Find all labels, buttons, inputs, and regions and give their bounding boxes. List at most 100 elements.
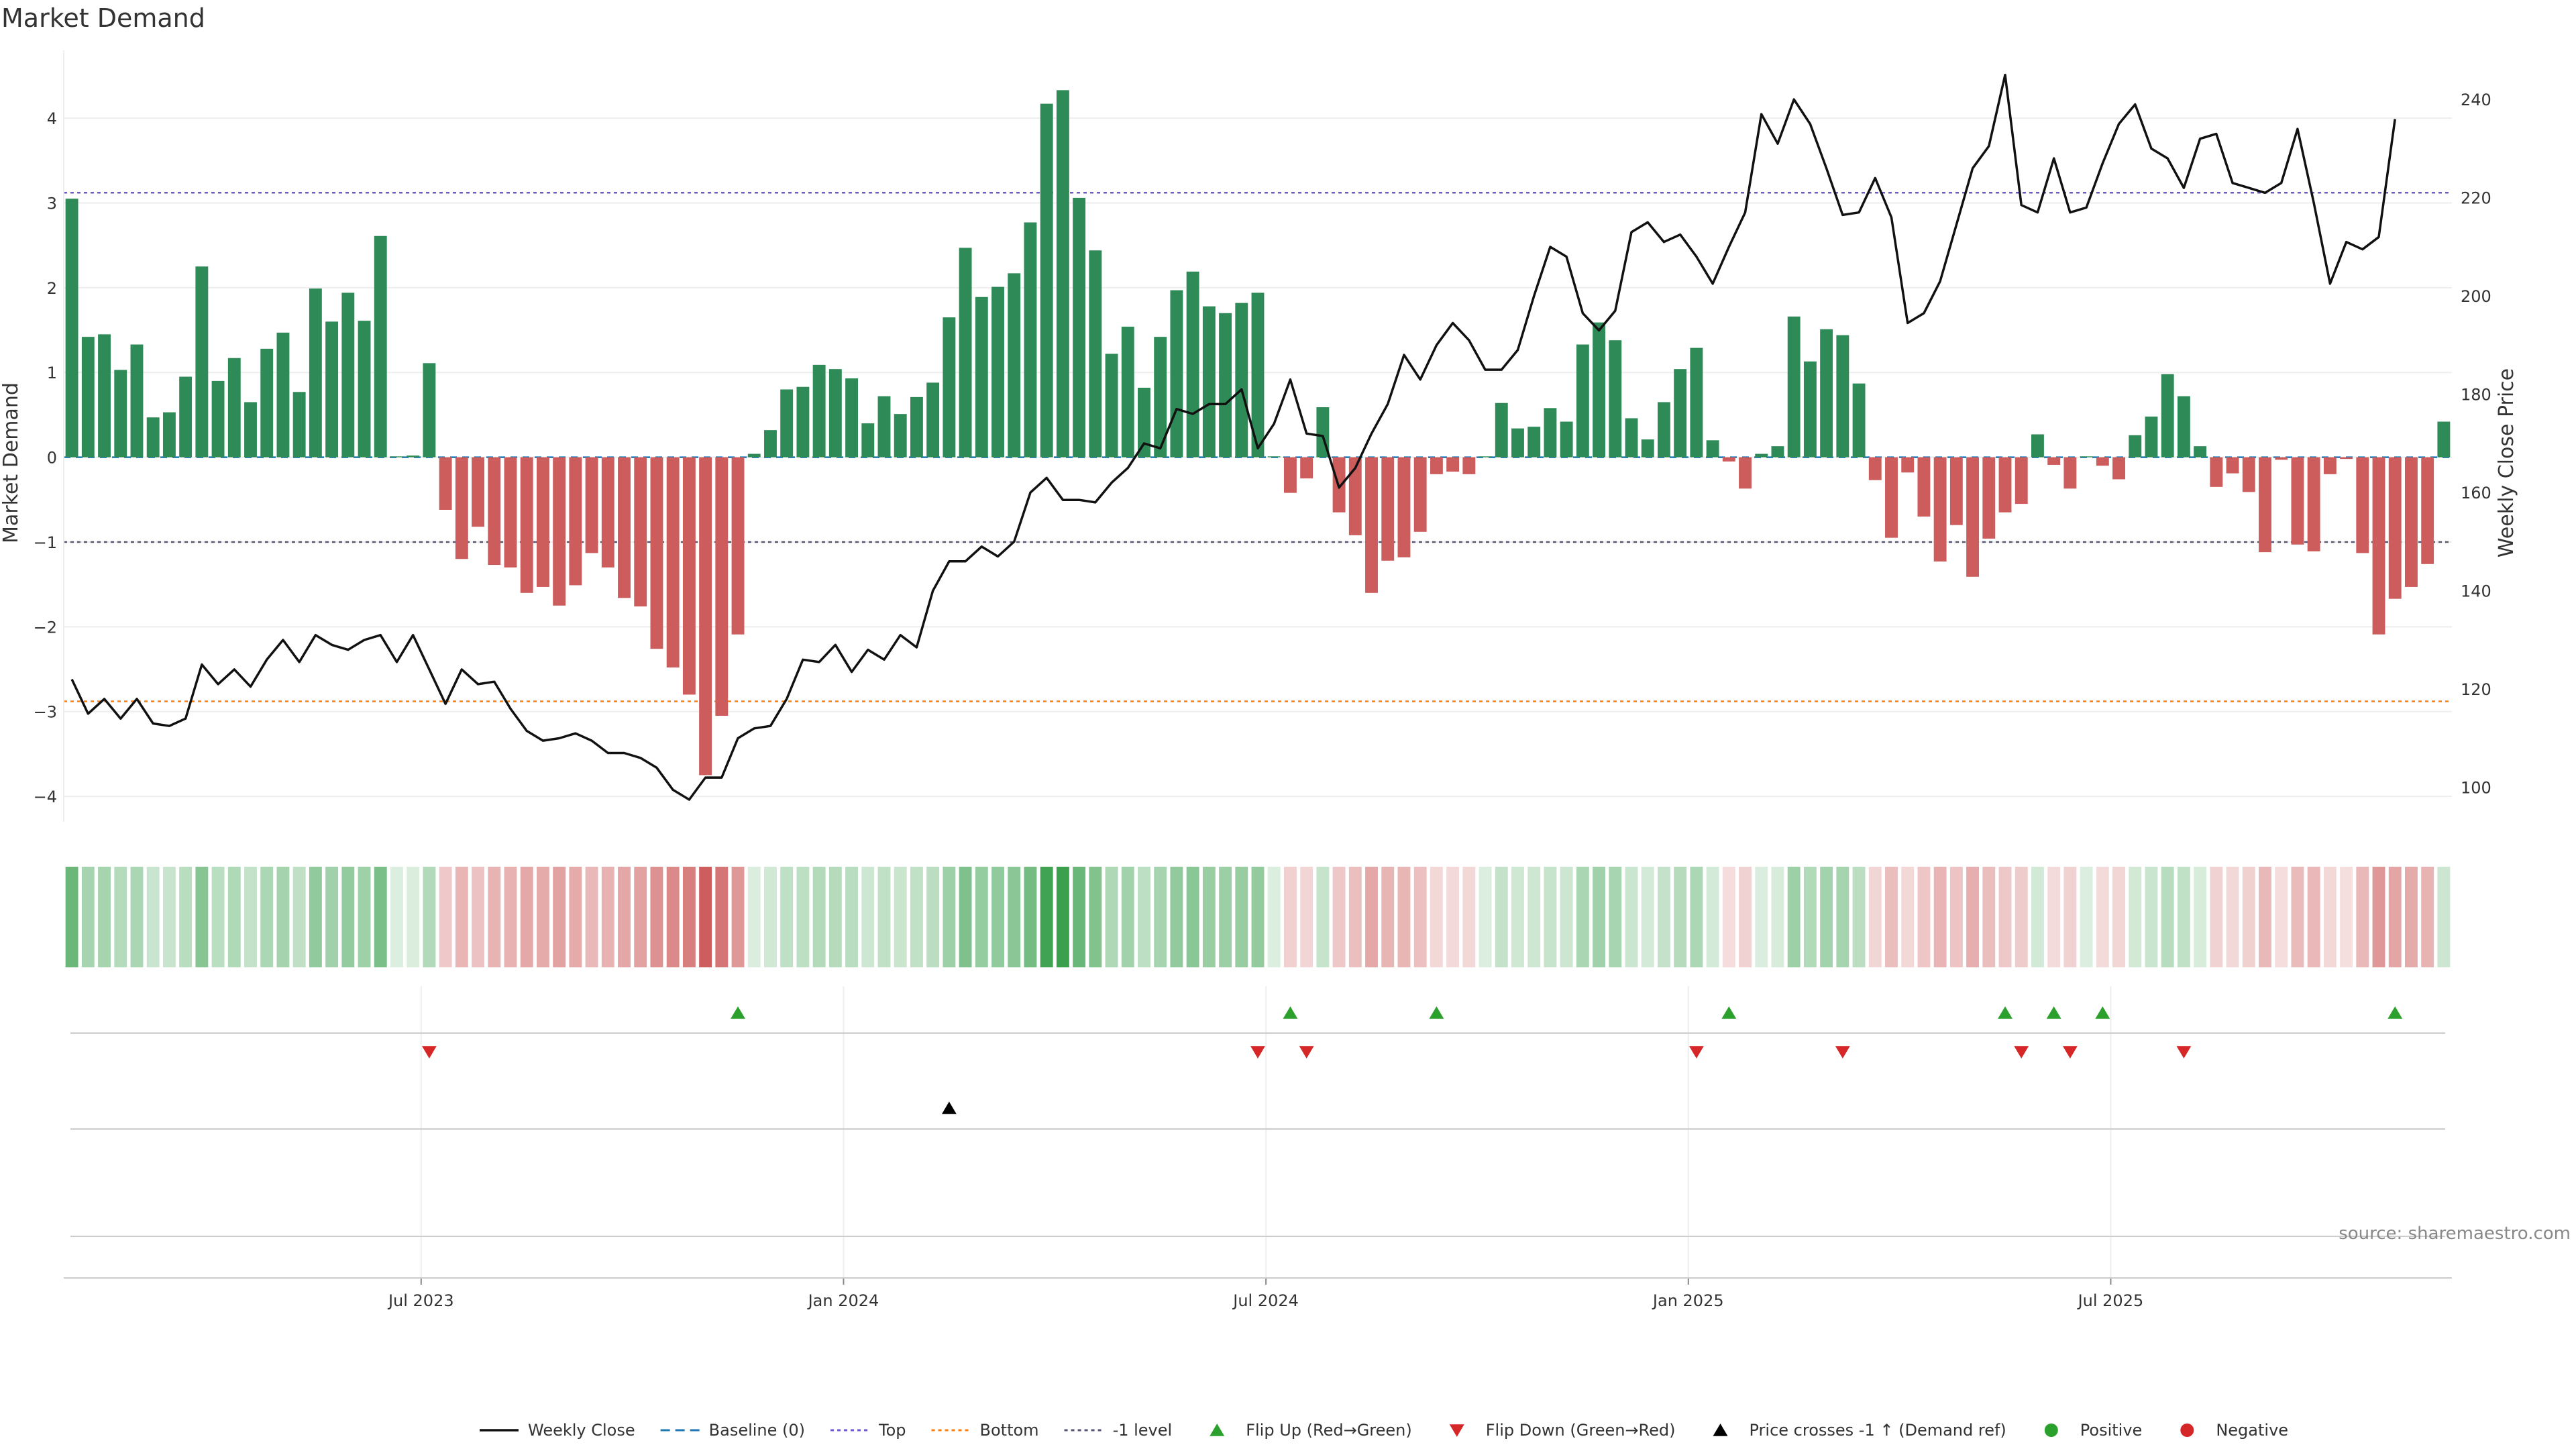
demand-bar <box>1787 316 1801 458</box>
heat-cell <box>1836 867 1849 967</box>
demand-bars <box>65 90 2451 775</box>
demand-bar <box>569 457 582 586</box>
demand-bar <box>2291 457 2304 545</box>
demand-bar <box>407 455 420 458</box>
heat-cell <box>2372 867 2385 967</box>
source-note: source: sharemaestro.com <box>2339 1224 2571 1244</box>
demand-bar <box>439 457 452 510</box>
heat-cell <box>1576 867 1589 967</box>
demand-bar <box>455 457 468 559</box>
heat-cell <box>1024 867 1037 967</box>
heat-cell <box>828 867 842 967</box>
demand-bar <box>2047 457 2061 465</box>
demand-bar <box>2015 457 2028 504</box>
y2-tick-label: 140 <box>2461 582 2491 601</box>
heat-cell <box>1560 867 1573 967</box>
heat-cell <box>2226 867 2239 967</box>
demand-bar <box>1300 457 1313 479</box>
heat-cell <box>715 867 729 967</box>
demand-bar <box>2194 446 2207 458</box>
price-cross-marker <box>941 1102 957 1114</box>
heat-cell <box>1056 867 1069 967</box>
heat-cell <box>1755 867 1768 967</box>
demand-bar <box>1089 250 1102 458</box>
demand-bar <box>1739 457 1752 489</box>
legend-label: Flip Up (Red→Green) <box>1246 1421 1412 1440</box>
demand-bar <box>423 363 436 458</box>
demand-bar <box>1381 457 1395 561</box>
demand-bar <box>1121 326 1134 458</box>
heat-cell <box>926 867 940 967</box>
demand-bar <box>861 423 875 458</box>
y2-tick-label: 180 <box>2461 386 2491 405</box>
demand-bar <box>1820 329 1833 458</box>
demand-bar <box>520 457 533 593</box>
demand-bar <box>195 266 209 458</box>
heat-cell <box>1186 867 1199 967</box>
demand-bar <box>2161 374 2174 458</box>
demand-bar <box>812 364 826 458</box>
heat-cell <box>341 867 355 967</box>
y-tick-label: 0 <box>47 449 57 468</box>
demand-bar <box>1056 90 1069 458</box>
heat-cell <box>1008 867 1021 967</box>
heat-cell <box>488 867 501 967</box>
heat-cell <box>2210 867 2223 967</box>
demand-bar <box>244 402 257 458</box>
legend-label: Baseline (0) <box>709 1421 805 1440</box>
heat-cell <box>1722 867 1735 967</box>
demand-bar <box>553 457 566 606</box>
heat-cell <box>1154 867 1167 967</box>
heat-cell <box>390 867 403 967</box>
demand-bar <box>1657 402 1670 458</box>
demand-bar <box>2275 457 2288 460</box>
legend-item: Negative <box>2180 1421 2288 1440</box>
heat-cell <box>601 867 614 967</box>
heat-cell <box>407 867 420 967</box>
y2-tick-label: 120 <box>2461 680 2491 699</box>
flip-down-marker <box>421 1046 437 1059</box>
heat-cell <box>1657 867 1670 967</box>
heat-cell <box>1917 867 1931 967</box>
demand-bar <box>2226 457 2239 474</box>
demand-bar <box>828 369 842 458</box>
y-tick-label: −1 <box>34 533 57 552</box>
demand-bar <box>146 417 160 458</box>
y-tick-label: 1 <box>47 364 57 382</box>
heat-cell <box>1089 867 1102 967</box>
demand-bar <box>2129 435 2142 458</box>
demand-bar <box>1186 271 1199 458</box>
demand-bar <box>682 457 696 695</box>
heat-cell <box>81 867 95 967</box>
demand-bar <box>1105 354 1118 458</box>
flip-down-marker <box>2176 1046 2192 1059</box>
demand-bar <box>1283 457 1297 493</box>
demand-bar <box>894 414 907 458</box>
demand-bar <box>1722 457 1735 462</box>
legend-label: Bottom <box>980 1421 1039 1440</box>
legend-item: Bottom <box>931 1421 1039 1440</box>
axes: −4 −3 −2 −1 0 1 2 3 4 100 120 140 160 180 200 220 240 Jul… <box>34 50 2491 1310</box>
demand-bar <box>1413 457 1427 532</box>
y2-tick-label: 160 <box>2461 484 2491 502</box>
heat-cell <box>1966 867 1980 967</box>
demand-bar <box>2210 457 2223 487</box>
heat-cell <box>2421 867 2434 967</box>
heat-cell <box>943 867 956 967</box>
heat-cell <box>1674 867 1687 967</box>
heat-cell <box>98 867 111 967</box>
demand-bar <box>1885 457 1898 538</box>
heat-cell <box>796 867 810 967</box>
demand-bar <box>390 456 403 458</box>
heat-cell <box>2291 867 2304 967</box>
demand-bar <box>1008 273 1021 458</box>
heat-cell <box>2388 867 2402 967</box>
legend-swatch-dot <box>2180 1424 2194 1437</box>
demand-bar <box>325 321 339 458</box>
heat-cell <box>2307 867 2320 967</box>
y2-tick-label: 100 <box>2461 779 2491 798</box>
demand-bar <box>2145 416 2158 458</box>
heat-cell <box>1495 867 1508 967</box>
demand-bar <box>2437 421 2451 458</box>
heat-cell <box>2275 867 2288 967</box>
